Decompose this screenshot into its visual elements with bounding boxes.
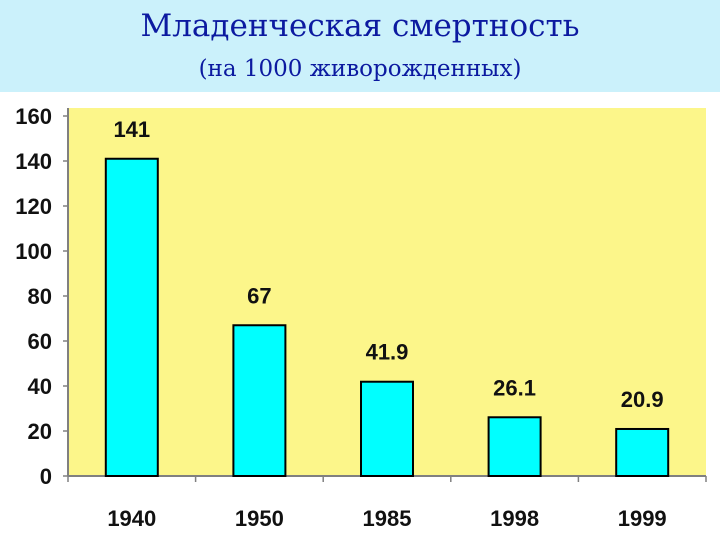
y-tick-label: 80 [28, 284, 52, 309]
x-tick-label-1940: 1940 [107, 506, 156, 531]
data-label-1940: 141 [113, 117, 150, 142]
y-tick-label: 140 [15, 149, 52, 174]
bar-1940 [104, 157, 159, 477]
x-tick-label-1985: 1985 [363, 506, 412, 531]
data-label-1999: 20.9 [621, 387, 664, 412]
y-tick-label: 0 [40, 464, 52, 489]
data-label-1985: 41.9 [366, 340, 409, 365]
y-tick-label: 160 [15, 104, 52, 129]
bar-1999 [615, 427, 670, 478]
data-label-1998: 26.1 [493, 375, 536, 400]
y-tick-label: 40 [28, 374, 52, 399]
bars [104, 157, 670, 478]
header-band: Младенческая смертность (на 1000 живорож… [0, 0, 720, 92]
y-tick-label: 120 [15, 194, 52, 219]
x-axis: 1940 1950 1985 1998 1999 [67, 475, 707, 531]
y-tick-label: 100 [15, 239, 52, 264]
x-tick-label-1999: 1999 [618, 506, 667, 531]
y-tick-label: 60 [28, 329, 52, 354]
data-label-1950: 67 [247, 283, 271, 308]
data-labels: 141 67 41.9 26.1 20.9 [113, 117, 663, 412]
y-tick-label: 20 [28, 419, 52, 444]
bar-1998 [487, 416, 542, 477]
x-tick-label-1998: 1998 [490, 506, 539, 531]
bar-1985 [360, 380, 414, 478]
y-axis: 0 20 40 60 80 100 120 140 160 [15, 104, 69, 489]
x-tick-label-1950: 1950 [235, 506, 284, 531]
chart-title: Младенческая смертность [140, 8, 580, 44]
bar-1950 [232, 324, 287, 477]
chart-subtitle: (на 1000 живорожденных) [198, 56, 522, 82]
